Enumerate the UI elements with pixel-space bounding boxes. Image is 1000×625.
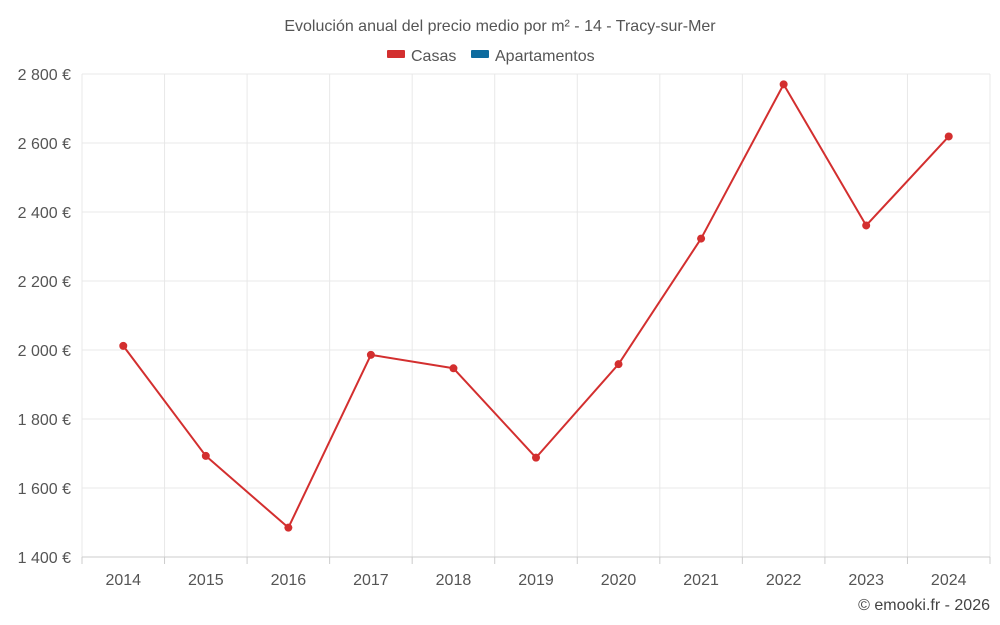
data-point-casas-2023[interactable]: [862, 221, 871, 230]
x-tick-label: 2017: [353, 572, 389, 589]
legend-label-apartamentos: Apartamentos: [495, 48, 595, 65]
data-point-casas-2024[interactable]: [944, 132, 953, 141]
legend-label-casas: Casas: [411, 48, 456, 65]
x-tick-label: 2016: [271, 572, 307, 589]
x-tick-label: 2019: [518, 572, 554, 589]
data-point-casas-2016[interactable]: [284, 523, 293, 532]
legend-swatch-apartamentos: [471, 50, 489, 58]
legend-item-apartamentos[interactable]: Apartamentos: [471, 48, 595, 65]
data-point-casas-2019[interactable]: [532, 453, 540, 462]
y-tick-label: 2 200 €: [18, 274, 71, 291]
grid: [81, 73, 991, 557]
data-point-casas-2015[interactable]: [201, 451, 210, 460]
y-tick-label: 2 600 €: [18, 136, 71, 153]
y-tick-label: 1 600 €: [18, 481, 71, 498]
data-point-casas-2014[interactable]: [119, 341, 128, 350]
series: [119, 80, 953, 532]
data-point-casas-2020[interactable]: [614, 360, 623, 369]
y-tick-label: 2 000 €: [18, 343, 71, 360]
data-point-casas-2022[interactable]: [779, 80, 788, 89]
x-axis-ticks: 2014 2015 2016 2017 2018 2019 2020 2021 2022 2023…: [81, 557, 991, 589]
data-point-casas-2021[interactable]: [697, 234, 706, 243]
x-tick-label: 2020: [601, 572, 637, 589]
data-point-casas-2018[interactable]: [449, 364, 458, 373]
y-tick-label: 1 400 €: [18, 550, 71, 567]
legend-swatch-casas: [387, 50, 405, 58]
credit-text: © emooki.fr - 2026: [858, 597, 990, 614]
x-tick-label: 2021: [683, 572, 719, 589]
y-tick-label: 2 400 €: [18, 205, 71, 222]
legend: Casas Apartamentos: [387, 48, 595, 65]
chart-title: Evolución anual del precio medio por m² …: [284, 18, 716, 35]
x-tick-label: 2018: [436, 572, 472, 589]
x-tick-label: 2024: [931, 572, 967, 589]
x-tick-label: 2023: [848, 572, 884, 589]
x-tick-label: 2015: [188, 572, 224, 589]
legend-item-casas[interactable]: Casas: [387, 48, 456, 65]
data-point-casas-2017[interactable]: [366, 350, 375, 359]
y-axis-ticks: 1 400 € 1 600 € 1 800 € 2 000 € 2 200 € 2 400…: [18, 67, 71, 567]
y-tick-label: 1 800 €: [18, 412, 71, 429]
x-tick-label: 2014: [105, 572, 141, 589]
x-tick-label: 2022: [766, 572, 802, 589]
y-tick-label: 2 800 €: [18, 67, 71, 84]
